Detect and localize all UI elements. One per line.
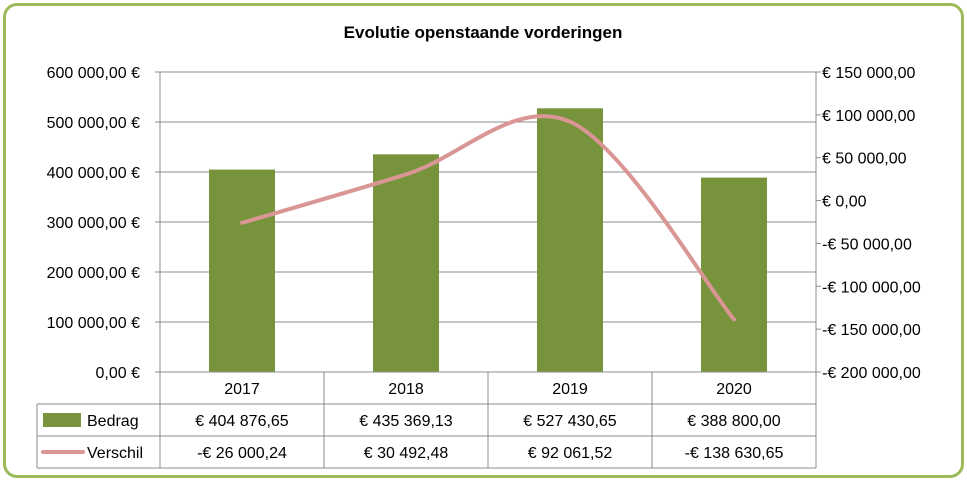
left-tick-label: 200 000,00 € [47,265,141,282]
right-tick-label: -€ 150 000,00 [822,322,921,339]
data-label-verschil: € 92 061,52 [528,445,613,462]
left-tick-label: 500 000,00 € [47,115,141,132]
category-label: 2019 [552,381,588,398]
right-tick-label: -€ 100 000,00 [822,279,921,296]
bar-bedrag-2018 [373,154,439,372]
chart-title: Evolutie openstaande vorderingen [344,23,623,42]
data-label-bedrag: € 527 430,65 [523,413,617,430]
data-label-verschil: -€ 26 000,24 [197,445,287,462]
bar-bedrag-2020 [701,177,767,372]
bar-bedrag-2017 [209,169,275,372]
right-tick-label: -€ 50 000,00 [822,236,912,253]
data-label-bedrag: € 388 800,00 [687,413,781,430]
category-label: 2018 [388,381,424,398]
left-tick-label: 300 000,00 € [47,215,141,232]
right-tick-label: -€ 200 000,00 [822,365,921,382]
right-tick-label: € 0,00 [822,194,867,211]
left-tick-label: 400 000,00 € [47,165,141,182]
left-tick-label: 0,00 € [96,365,141,382]
right-tick-label: € 50 000,00 [822,151,907,168]
right-tick-label: € 100 000,00 [822,108,916,125]
legend-label-bedrag: Bedrag [87,413,139,430]
data-label-verschil: € 30 492,48 [364,445,449,462]
left-tick-label: 600 000,00 € [47,65,141,82]
legend-label-verschil: Verschil [87,445,143,462]
data-label-bedrag: € 435 369,13 [359,413,453,430]
category-label: 2017 [224,381,260,398]
data-label-bedrag: € 404 876,65 [195,413,289,430]
legend-key-bedrag [43,413,81,427]
category-label: 2020 [716,381,752,398]
left-tick-label: 100 000,00 € [47,315,141,332]
data-label-verschil: -€ 138 630,65 [685,445,784,462]
bar-bedrag-2019 [537,108,603,373]
line-verschil [240,114,736,322]
chart-frame [3,3,964,478]
right-tick-label: € 150 000,00 [822,65,916,82]
